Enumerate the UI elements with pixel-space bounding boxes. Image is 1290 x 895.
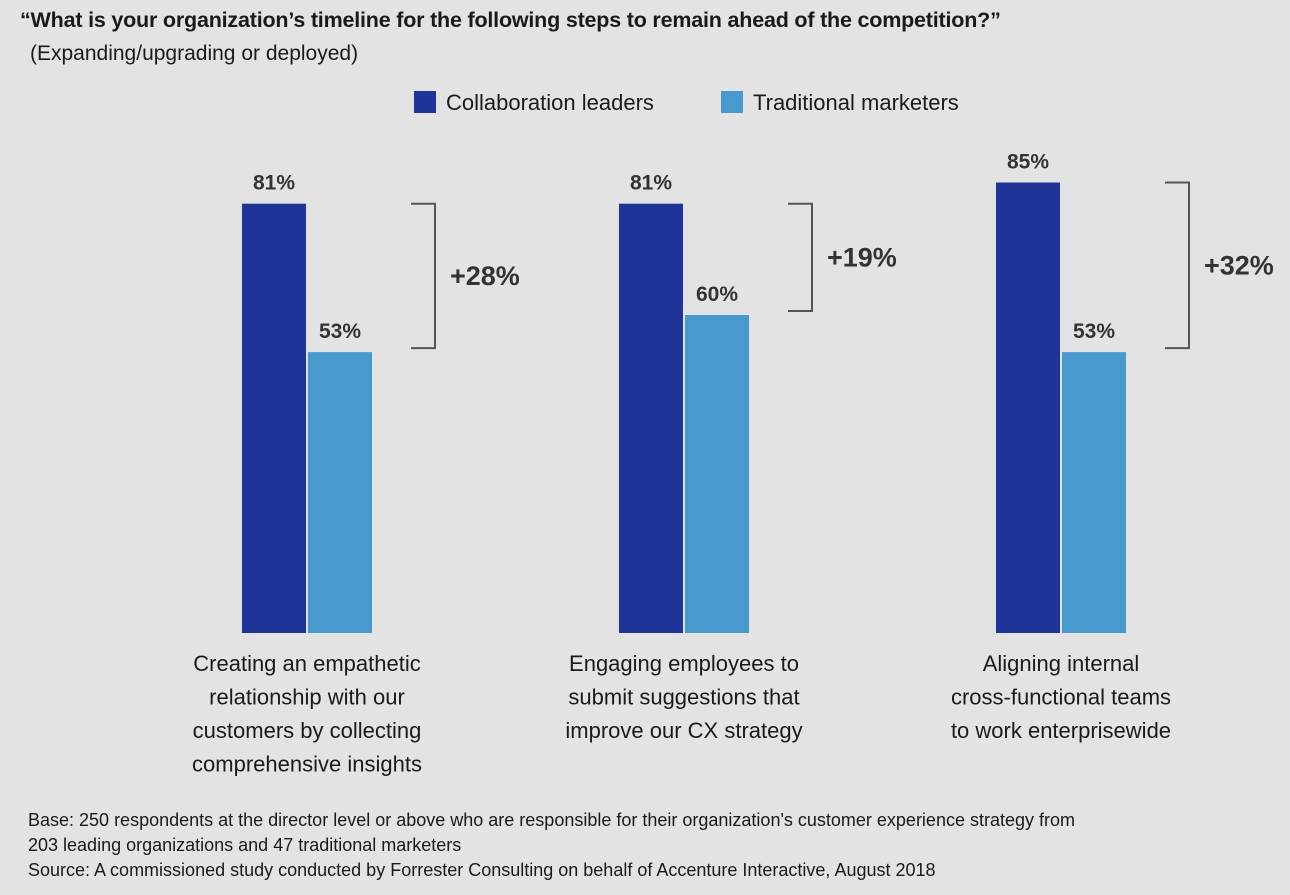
category-label-3: Aligning internal cross-functional teams t… xyxy=(951,651,1171,743)
category-label-2-line-1: Engaging employees to xyxy=(569,651,799,676)
value-label-1-series-1: 81% xyxy=(253,172,295,195)
bar-2-series-1 xyxy=(619,203,683,633)
bar-3-series-2 xyxy=(1062,352,1126,633)
category-label-2-line-3: improve our CX strategy xyxy=(565,718,802,743)
category-label-2: Engaging employees to submit suggestions … xyxy=(565,651,802,743)
chart-title: “What is your organization’s timeline fo… xyxy=(20,8,1001,32)
category-label-3-line-2: cross-functional teams xyxy=(951,685,1171,710)
legend-label-1: Collaboration leaders xyxy=(446,90,654,115)
value-label-3-series-1: 85% xyxy=(1007,151,1049,174)
category-label-1-line-1: Creating an empathetic xyxy=(193,651,420,676)
bar-3-series-1 xyxy=(996,182,1060,633)
value-label-2-series-1: 81% xyxy=(630,172,672,195)
category-label-2-line-2: submit suggestions that xyxy=(568,685,799,710)
difference-bracket-2 xyxy=(788,202,813,312)
difference-label-2: +19% xyxy=(827,242,897,272)
difference-label-1: +28% xyxy=(450,261,520,291)
legend-label-2: Traditional marketers xyxy=(753,90,959,115)
bar-1-series-2 xyxy=(308,352,372,633)
base-note-line-2: 203 leading organizations and 47 traditi… xyxy=(28,835,462,855)
difference-bracket-3 xyxy=(1165,181,1190,350)
category-label-3-line-1: Aligning internal xyxy=(983,651,1140,676)
value-label-2-series-2: 60% xyxy=(696,283,738,306)
category-label-1-line-2: relationship with our xyxy=(209,685,405,710)
bar-2-series-2 xyxy=(685,315,749,633)
value-label-3-series-2: 53% xyxy=(1073,320,1115,343)
value-label-1-series-2: 53% xyxy=(319,320,361,343)
category-label-3-line-3: to work enterprisewide xyxy=(951,718,1171,743)
difference-bracket-1 xyxy=(411,202,436,350)
category-label-1: Creating an empathetic relationship with … xyxy=(192,651,422,777)
difference-label-3: +32% xyxy=(1204,250,1274,280)
bar-1-series-1 xyxy=(242,203,306,633)
bar-chart: Collaboration leaders Traditional markete… xyxy=(192,90,1274,777)
category-label-1-line-3: customers by collecting xyxy=(193,718,422,743)
category-label-1-line-4: comprehensive insights xyxy=(192,752,422,777)
legend-swatch-2 xyxy=(721,91,743,113)
base-note: Base: 250 respondents at the director le… xyxy=(28,808,1075,858)
source-note: Source: A commissioned study conducted b… xyxy=(28,860,936,880)
chart-subtitle: (Expanding/upgrading or deployed) xyxy=(30,42,359,65)
legend-swatch-1 xyxy=(414,91,436,113)
base-note-line-1: Base: 250 respondents at the director le… xyxy=(28,810,1075,830)
